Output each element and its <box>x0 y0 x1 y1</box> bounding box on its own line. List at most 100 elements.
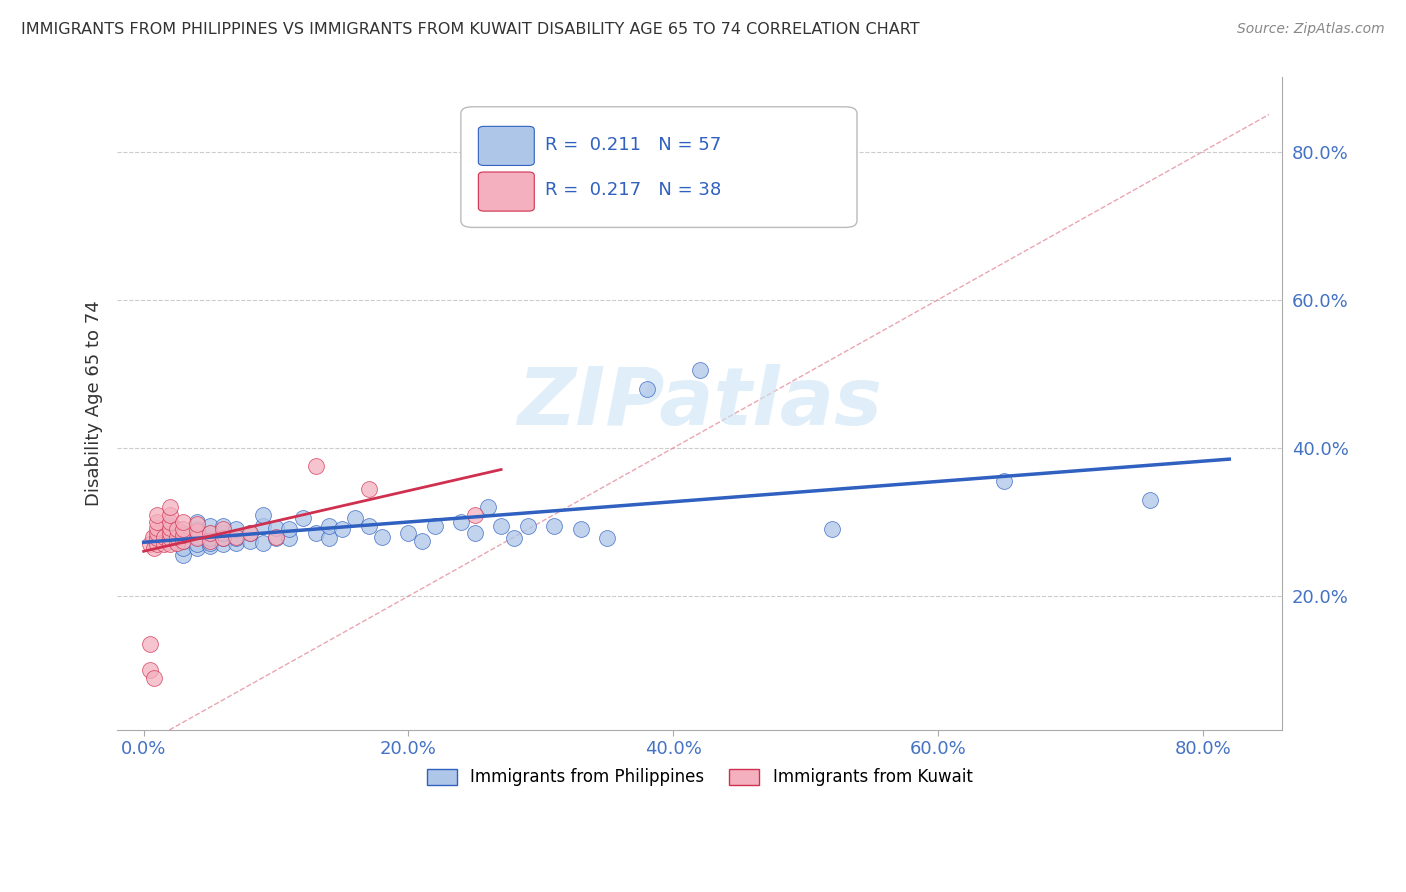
Point <box>159 508 181 522</box>
Point <box>993 475 1015 489</box>
Point <box>344 511 367 525</box>
Point <box>186 524 208 538</box>
Point <box>198 533 221 548</box>
Point <box>569 523 592 537</box>
Text: R =  0.211   N = 57: R = 0.211 N = 57 <box>544 136 721 153</box>
Point <box>503 532 526 546</box>
Point <box>166 535 188 549</box>
Point <box>357 482 380 496</box>
Point <box>146 532 169 546</box>
Point <box>143 541 166 555</box>
Point <box>225 523 247 537</box>
Point <box>146 537 169 551</box>
Text: R =  0.217   N = 38: R = 0.217 N = 38 <box>544 181 721 199</box>
Point <box>186 537 208 551</box>
Point <box>139 537 162 551</box>
FancyBboxPatch shape <box>461 107 858 227</box>
Point <box>489 518 512 533</box>
Legend: Immigrants from Philippines, Immigrants from Kuwait: Immigrants from Philippines, Immigrants … <box>420 762 979 793</box>
Point <box>166 523 188 537</box>
Point <box>166 530 188 544</box>
Point <box>477 500 499 515</box>
Y-axis label: Disability Age 65 to 74: Disability Age 65 to 74 <box>86 301 103 507</box>
Point <box>278 523 301 537</box>
Point <box>159 526 181 541</box>
Point <box>330 523 353 537</box>
Point <box>186 516 208 531</box>
Point <box>398 526 420 541</box>
Point <box>264 532 287 546</box>
Point <box>689 363 711 377</box>
Point <box>146 515 169 529</box>
Point <box>198 526 221 541</box>
Point <box>464 508 486 522</box>
Point <box>291 511 314 525</box>
Point <box>159 521 181 535</box>
Point <box>264 521 287 535</box>
Point <box>225 532 247 546</box>
Point <box>371 530 394 544</box>
Point <box>159 533 181 548</box>
Point <box>212 537 235 551</box>
Point <box>152 530 174 544</box>
Point <box>596 532 619 546</box>
Point <box>212 523 235 537</box>
Point <box>172 523 194 537</box>
Text: IMMIGRANTS FROM PHILIPPINES VS IMMIGRANTS FROM KUWAIT DISABILITY AGE 65 TO 74 CO: IMMIGRANTS FROM PHILIPPINES VS IMMIGRANT… <box>21 22 920 37</box>
Point <box>225 530 247 544</box>
Point <box>212 518 235 533</box>
Point <box>225 535 247 549</box>
Point <box>139 663 162 677</box>
Point <box>239 533 262 548</box>
Text: Source: ZipAtlas.com: Source: ZipAtlas.com <box>1237 22 1385 37</box>
Point <box>252 508 274 522</box>
Point <box>142 530 165 544</box>
Point <box>159 500 181 515</box>
Point <box>252 535 274 549</box>
Point <box>212 532 235 546</box>
Point <box>318 532 340 546</box>
Point <box>146 526 169 541</box>
Point <box>212 526 235 541</box>
Point <box>159 532 181 546</box>
Point <box>450 515 472 529</box>
Point <box>152 537 174 551</box>
Point <box>516 518 538 533</box>
Point <box>172 528 194 542</box>
Point <box>305 526 328 541</box>
Point <box>411 533 433 548</box>
Point <box>159 518 181 533</box>
Point <box>305 459 328 474</box>
Point <box>172 541 194 555</box>
Point <box>172 533 194 548</box>
Point <box>1139 492 1161 507</box>
Point <box>464 526 486 541</box>
Point <box>172 515 194 529</box>
Point <box>146 508 169 522</box>
Point <box>198 518 221 533</box>
Point <box>186 515 208 529</box>
Point <box>278 532 301 546</box>
Point <box>264 530 287 544</box>
Point <box>821 523 844 537</box>
Point <box>159 515 181 529</box>
Text: ZIPatlas: ZIPatlas <box>517 365 882 442</box>
Point <box>423 518 446 533</box>
Point <box>186 523 208 537</box>
Point <box>636 382 658 396</box>
Point <box>139 637 162 651</box>
Point <box>172 526 194 541</box>
Point <box>318 518 340 533</box>
Point <box>357 518 380 533</box>
Point <box>186 541 208 555</box>
Point <box>146 521 169 535</box>
Point <box>252 518 274 533</box>
FancyBboxPatch shape <box>478 127 534 166</box>
Point <box>198 532 221 546</box>
Point <box>239 526 262 541</box>
Point <box>543 518 565 533</box>
Point <box>159 537 181 551</box>
Point <box>172 549 194 563</box>
Point <box>186 530 208 544</box>
Point <box>198 535 221 549</box>
